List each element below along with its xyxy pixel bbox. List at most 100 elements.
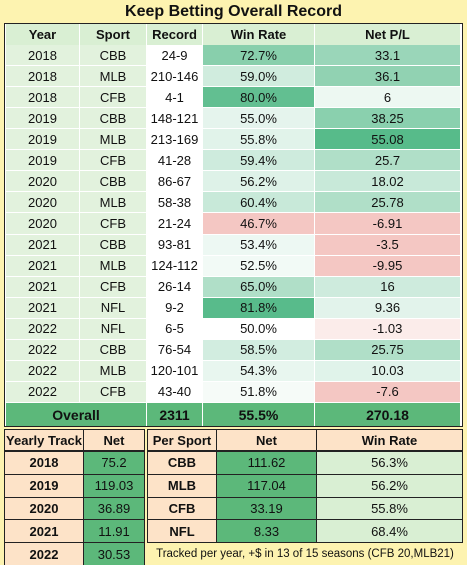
win-rate: 65.0% bbox=[203, 276, 314, 297]
year: 2022 bbox=[6, 381, 79, 402]
yearly-year: 2018 bbox=[4, 451, 84, 475]
sport-name: CBB bbox=[147, 451, 217, 475]
year: 2019 bbox=[6, 150, 79, 171]
net-pl: -3.5 bbox=[315, 234, 460, 255]
overall-win-rate: 55.5% bbox=[203, 403, 314, 427]
record: 120-101 bbox=[147, 360, 202, 381]
yearly-year: 2022 bbox=[4, 542, 84, 565]
sport: MLB bbox=[80, 129, 146, 150]
sport-net: 111.62 bbox=[216, 451, 317, 475]
sport-win-rate: 68.4% bbox=[316, 519, 463, 544]
year: 2022 bbox=[6, 318, 79, 339]
year: 2021 bbox=[6, 255, 79, 276]
net-pl: 55.08 bbox=[315, 129, 460, 150]
yearly-header: Yearly Track bbox=[4, 429, 84, 451]
year: 2021 bbox=[6, 234, 79, 255]
year: 2018 bbox=[6, 87, 79, 108]
sport: CBB bbox=[80, 108, 146, 129]
sport: MLB bbox=[80, 192, 146, 213]
note: Tracked per year, +$ in 13 of 15 seasons… bbox=[156, 547, 454, 560]
win-rate: 56.2% bbox=[203, 171, 314, 192]
record: 76-54 bbox=[147, 339, 202, 360]
sport: MLB bbox=[80, 66, 146, 87]
record: 21-24 bbox=[147, 213, 202, 234]
record: 86-67 bbox=[147, 171, 202, 192]
yearly-net: 11.91 bbox=[83, 519, 145, 544]
record: 58-38 bbox=[147, 192, 202, 213]
sport-name: CFB bbox=[147, 496, 217, 521]
net-pl: 33.1 bbox=[315, 45, 460, 66]
net-pl: 36.1 bbox=[315, 66, 460, 87]
sport: NFL bbox=[80, 297, 146, 318]
net-pl: 9.36 bbox=[315, 297, 460, 318]
year: 2022 bbox=[6, 339, 79, 360]
sport: MLB bbox=[80, 360, 146, 381]
sport: CBB bbox=[80, 339, 146, 360]
net-pl: -9.95 bbox=[315, 255, 460, 276]
header-cell: Record bbox=[147, 24, 202, 45]
net-pl: 6 bbox=[315, 87, 460, 108]
yearly-net: 119.03 bbox=[83, 473, 145, 498]
year: 2021 bbox=[6, 276, 79, 297]
year: 2020 bbox=[6, 171, 79, 192]
win-rate: 55.8% bbox=[203, 129, 314, 150]
year: 2022 bbox=[6, 360, 79, 381]
record: 24-9 bbox=[147, 45, 202, 66]
win-rate: 46.7% bbox=[203, 213, 314, 234]
win-rate: 53.4% bbox=[203, 234, 314, 255]
sport: MLB bbox=[80, 255, 146, 276]
win-rate: 72.7% bbox=[203, 45, 314, 66]
net-pl: 25.7 bbox=[315, 150, 460, 171]
record: 43-40 bbox=[147, 381, 202, 402]
sport-name: NFL bbox=[147, 519, 217, 544]
sport: CFB bbox=[80, 150, 146, 171]
net-pl: -1.03 bbox=[315, 318, 460, 339]
header-cell: Year bbox=[6, 24, 79, 45]
record: 93-81 bbox=[147, 234, 202, 255]
yearly-header: Net bbox=[83, 429, 145, 451]
win-rate: 80.0% bbox=[203, 87, 314, 108]
title: Keep Betting Overall Record bbox=[125, 3, 342, 20]
sport-header: Net bbox=[216, 429, 317, 451]
sport: CFB bbox=[80, 213, 146, 234]
win-rate: 59.4% bbox=[203, 150, 314, 171]
win-rate: 58.5% bbox=[203, 339, 314, 360]
record: 210-146 bbox=[147, 66, 202, 87]
sport-header: Win Rate bbox=[316, 429, 463, 451]
win-rate: 50.0% bbox=[203, 318, 314, 339]
overall-net: 270.18 bbox=[315, 403, 460, 427]
net-pl: 25.78 bbox=[315, 192, 460, 213]
yearly-net: 30.53 bbox=[83, 542, 145, 565]
sport-win-rate: 56.3% bbox=[316, 451, 463, 475]
sport-name: MLB bbox=[147, 473, 217, 498]
net-pl: -6.91 bbox=[315, 213, 460, 234]
header-cell: Sport bbox=[80, 24, 146, 45]
header-cell: Net P/L bbox=[315, 24, 460, 45]
win-rate: 60.4% bbox=[203, 192, 314, 213]
record: 124-112 bbox=[147, 255, 202, 276]
year: 2019 bbox=[6, 108, 79, 129]
sport-win-rate: 56.2% bbox=[316, 473, 463, 498]
year: 2020 bbox=[6, 192, 79, 213]
yearly-year: 2019 bbox=[4, 473, 84, 498]
net-pl: 10.03 bbox=[315, 360, 460, 381]
sport-win-rate: 55.8% bbox=[316, 496, 463, 521]
year: 2020 bbox=[6, 213, 79, 234]
net-pl: 25.75 bbox=[315, 339, 460, 360]
net-pl: 38.25 bbox=[315, 108, 460, 129]
net-pl: 16 bbox=[315, 276, 460, 297]
win-rate: 52.5% bbox=[203, 255, 314, 276]
record: 213-169 bbox=[147, 129, 202, 150]
overall-record: 2311 bbox=[147, 403, 202, 427]
yearly-net: 75.2 bbox=[83, 451, 145, 475]
sport-header: Per Sport bbox=[147, 429, 217, 451]
record: 9-2 bbox=[147, 297, 202, 318]
overall-label: Overall bbox=[6, 403, 146, 427]
record: 148-121 bbox=[147, 108, 202, 129]
sport: CFB bbox=[80, 87, 146, 108]
year: 2021 bbox=[6, 297, 79, 318]
header-cell: Win Rate bbox=[203, 24, 314, 45]
sport: CFB bbox=[80, 381, 146, 402]
net-pl: 18.02 bbox=[315, 171, 460, 192]
